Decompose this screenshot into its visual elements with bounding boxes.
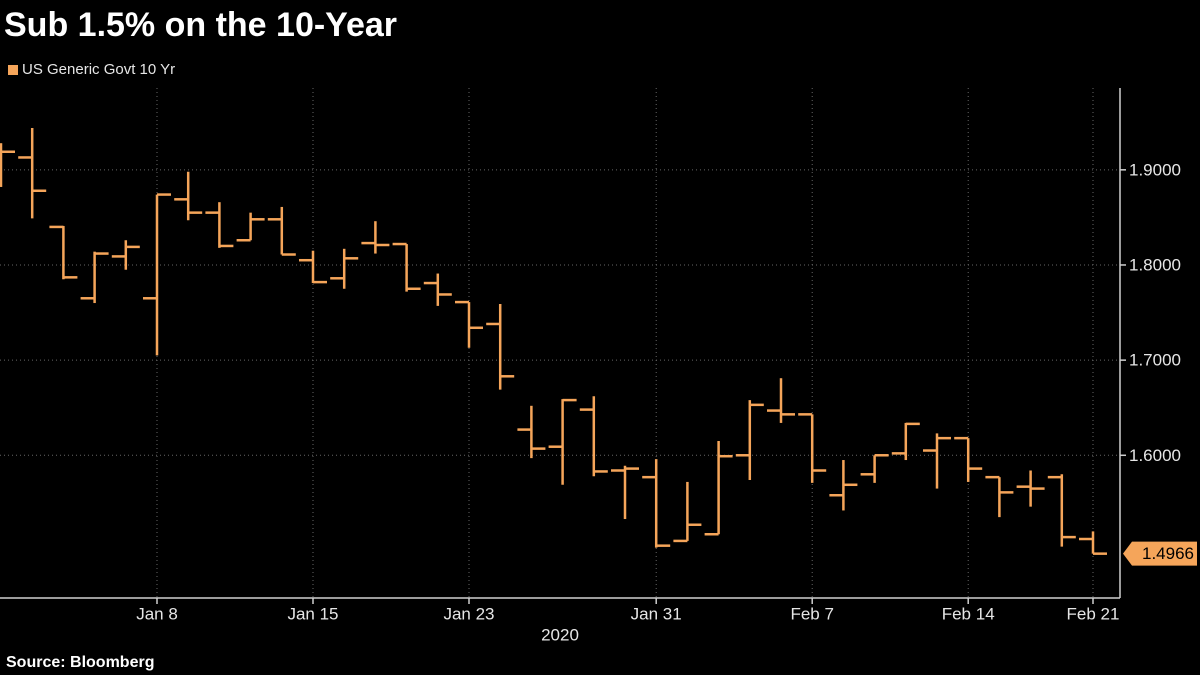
legend-swatch [8,65,18,75]
x-tick-label: Jan 31 [631,604,682,623]
x-tick-label: Jan 23 [443,604,494,623]
x-tick-label: Jan 15 [287,604,338,623]
last-value-tag [1123,541,1197,566]
source: Source: Bloomberg [6,654,154,671]
x-tick-label: Jan 8 [136,604,178,623]
y-tick-label: 1.9000 [1129,160,1181,179]
x-axis-label: 2020 [541,625,579,644]
legend-label: US Generic Govt 10 Yr [22,61,175,78]
x-tick-label: Feb 7 [790,604,833,623]
y-tick-label: 1.7000 [1129,351,1181,370]
chart-title: Sub 1.5% on the 10-Year [4,6,397,44]
y-tick-label: 1.8000 [1129,255,1181,274]
y-tick-label: 1.6000 [1129,446,1181,465]
last-value-label: 1.4966 [1142,544,1194,563]
ohlc-series [0,127,1107,555]
x-tick-label: Feb 14 [942,604,995,623]
x-tick-label: Feb 21 [1067,604,1120,623]
